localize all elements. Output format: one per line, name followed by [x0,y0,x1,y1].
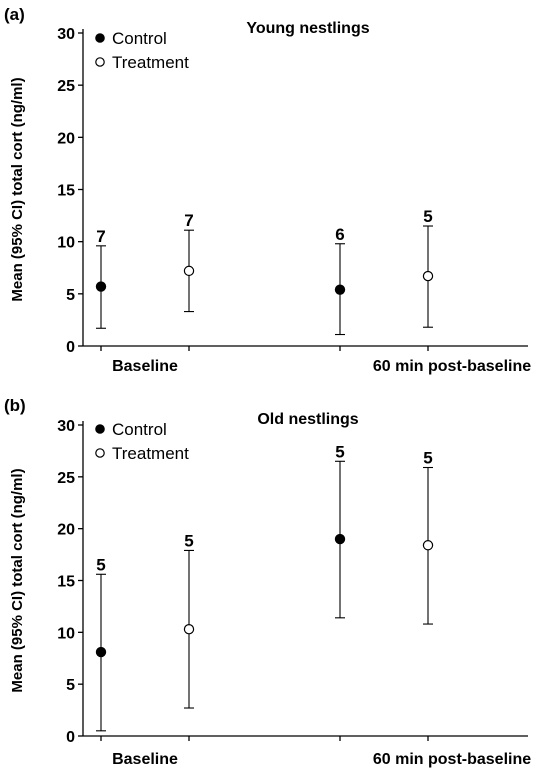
legend-label-treatment: Treatment [112,444,189,463]
data-point-control [334,533,346,545]
panel-label: (b) [4,396,26,415]
data-point-control [95,281,107,292]
x-group-label: 60 min post-baseline [373,751,531,768]
y-tick-label: 0 [66,339,75,356]
data-point-control [95,646,107,658]
chart-panel-a: (a) Young nestlings Mean (95% CI) total co… [4,5,531,375]
sample-size-label: 5 [96,555,105,574]
y-tick-label: 15 [57,574,75,591]
data-point-treatment [422,270,434,282]
chart-title: Old nestlings [257,411,358,428]
sample-size-label: 5 [423,449,432,468]
y-tick-label: 5 [66,287,75,304]
sample-size-label: 6 [335,225,344,244]
y-tick-label: 5 [66,677,75,694]
x-group-label: Baseline [112,751,178,768]
data-point-treatment [183,265,195,277]
y-axis-label: Mean (95% CI) total cort (ng/ml) [9,468,26,692]
legend-label-control: Control [112,29,167,48]
data-point-control [334,284,346,295]
data-point-treatment [183,624,195,635]
legend-marker-control [95,424,105,434]
y-tick-label: 20 [57,522,75,539]
y-tick-label: 10 [57,235,75,252]
legend-marker-treatment [95,57,105,67]
sample-size-label: 7 [184,211,193,230]
sample-size-label: 5 [423,207,432,226]
y-tick-label: 25 [57,78,75,95]
panel-label: (a) [4,5,25,24]
y-tick-label: 20 [57,130,75,147]
y-tick-label: 30 [57,26,75,43]
y-tick-label: 15 [57,183,75,200]
sample-size-label: 7 [96,227,105,246]
y-tick-label: 25 [57,470,75,487]
y-axis-label: Mean (95% CI) total cort (ng/ml) [9,77,26,301]
data-point-treatment [422,540,434,551]
x-group-label: 60 min post-baseline [373,358,531,375]
chart-panel-b: (b) Old nestlings Mean (95% CI) total cort… [4,396,531,768]
y-tick-label: 30 [57,418,75,435]
legend-label-control: Control [112,420,167,439]
chart-title: Young nestlings [246,20,369,37]
legend-label-treatment: Treatment [112,53,189,72]
legend-marker-treatment [95,448,105,458]
y-tick-label: 10 [57,625,75,642]
x-group-label: Baseline [112,358,178,375]
sample-size-label: 5 [335,442,344,461]
y-tick-label: 0 [66,729,75,746]
legend-marker-control [95,33,105,43]
sample-size-label: 5 [184,531,193,550]
